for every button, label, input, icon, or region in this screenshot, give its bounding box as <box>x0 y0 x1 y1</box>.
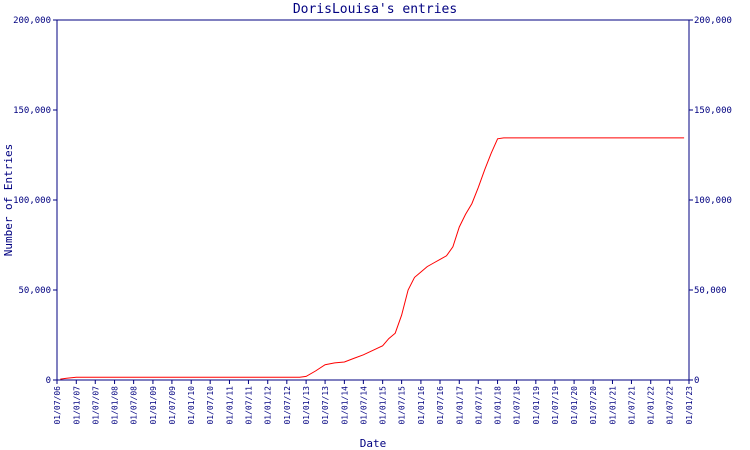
y-tick-label-right: 0 <box>694 376 699 386</box>
x-axis: 01/07/06 01/01/07 01/07/07 01/01/08 01/07/08… <box>53 380 694 425</box>
x-tick-label: 01/07/07 <box>91 386 100 425</box>
x-tick-label: 01/01/22 <box>647 386 656 425</box>
y-axis-label: Number of Entries <box>2 144 15 257</box>
x-tick-label: 01/07/10 <box>206 386 215 425</box>
y-axis-right: 0 50,000 100,000 150,000 200,000 <box>689 16 732 386</box>
x-tick-label: 01/01/16 <box>417 386 426 425</box>
y-tick-label-right: 50,000 <box>694 286 727 296</box>
x-tick-label: 01/01/14 <box>340 386 349 425</box>
y-axis-left: 0 50,000 100,000 150,000 200,000 <box>13 16 57 386</box>
x-tick-label: 01/01/20 <box>570 386 579 425</box>
x-tick-label: 01/07/08 <box>130 386 139 425</box>
x-tick-label: 01/07/20 <box>589 386 598 425</box>
x-axis-label: Date <box>360 437 387 450</box>
x-tick-label: 01/07/19 <box>551 386 560 425</box>
chart-title: DorisLouisa's entries <box>293 2 457 17</box>
x-tick-label: 01/07/15 <box>398 386 407 425</box>
x-tick-label: 01/01/19 <box>532 386 541 425</box>
x-tick-label: 01/07/14 <box>359 386 368 425</box>
y-tick-label-right: 100,000 <box>694 196 732 206</box>
y-tick-label-left: 50,000 <box>18 286 51 296</box>
x-tick-label: 01/01/15 <box>379 386 388 425</box>
x-tick-label: 01/01/08 <box>111 386 120 425</box>
x-tick-label: 01/07/21 <box>627 386 636 425</box>
x-tick-label: 01/01/09 <box>149 386 158 425</box>
plot-frame <box>56 19 690 381</box>
y-tick-label-left: 100,000 <box>13 196 51 206</box>
x-tick-label: 01/07/16 <box>436 386 445 425</box>
x-tick-label: 01/07/09 <box>168 386 177 425</box>
x-tick-label: 01/01/21 <box>608 386 617 425</box>
x-tick-label: 01/07/13 <box>321 386 330 425</box>
x-tick-label: 01/01/23 <box>685 386 694 425</box>
x-tick-label: 01/07/06 <box>53 386 62 425</box>
y-tick-label-right: 200,000 <box>694 16 732 26</box>
x-tick-label: 01/07/17 <box>474 386 483 425</box>
x-tick-label: 01/01/11 <box>225 386 234 425</box>
x-tick-label: 01/07/22 <box>666 386 675 425</box>
y-tick-label-left: 0 <box>46 376 51 386</box>
x-tick-label: 01/07/18 <box>513 386 522 425</box>
x-tick-label: 01/01/13 <box>302 386 311 425</box>
y-tick-label-left: 150,000 <box>13 106 51 116</box>
x-tick-label: 01/01/10 <box>187 386 196 425</box>
x-tick-label: 01/01/12 <box>264 386 273 425</box>
x-tick-label: 01/07/11 <box>244 386 253 425</box>
x-tick-label: 01/01/18 <box>494 386 503 425</box>
y-tick-label-left: 200,000 <box>13 16 51 26</box>
x-tick-label: 01/01/07 <box>72 386 81 425</box>
y-tick-label-right: 150,000 <box>694 106 732 116</box>
series-line <box>60 137 685 380</box>
x-tick-label: 01/01/17 <box>455 386 464 425</box>
series-layer <box>60 137 685 380</box>
x-tick-label: 01/07/12 <box>283 386 292 425</box>
